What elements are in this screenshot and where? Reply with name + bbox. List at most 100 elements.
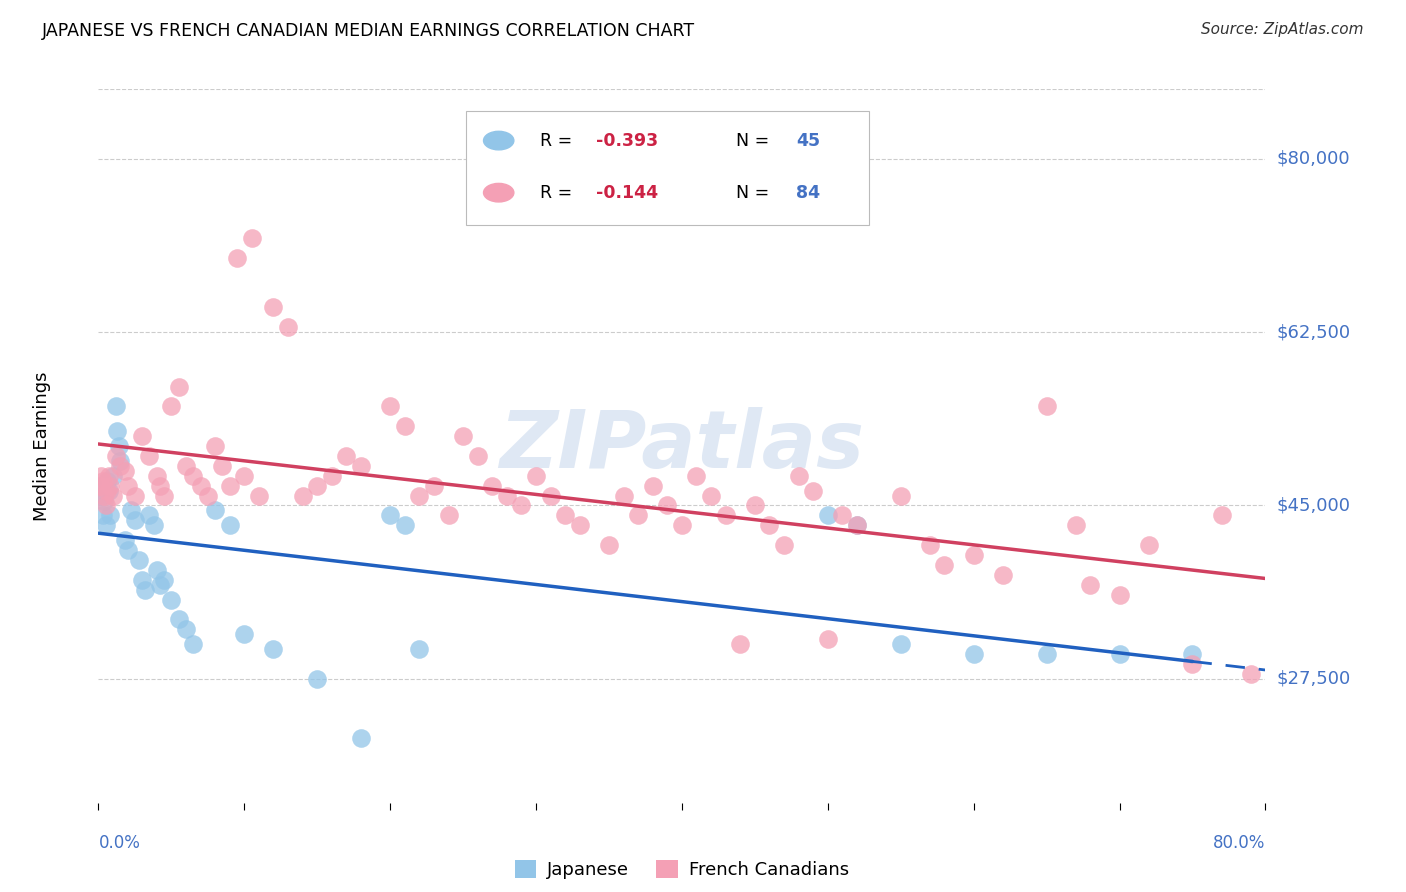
- Point: [787, 468, 810, 483]
- Point: [1181, 647, 1204, 661]
- Point: [685, 468, 707, 483]
- Point: [962, 647, 984, 661]
- Point: [1240, 667, 1263, 681]
- Text: R =: R =: [540, 132, 578, 150]
- Point: [167, 379, 190, 393]
- Point: [1064, 518, 1087, 533]
- Circle shape: [484, 131, 513, 150]
- Point: [934, 558, 956, 572]
- Point: [101, 468, 124, 483]
- Point: [408, 642, 430, 657]
- Point: [451, 429, 474, 443]
- Point: [240, 231, 263, 245]
- Text: JAPANESE VS FRENCH CANADIAN MEDIAN EARNINGS CORRELATION CHART: JAPANESE VS FRENCH CANADIAN MEDIAN EARNI…: [42, 22, 696, 40]
- Point: [124, 489, 146, 503]
- Point: [831, 508, 853, 523]
- Point: [146, 468, 169, 483]
- Point: [1108, 647, 1130, 661]
- Point: [110, 458, 132, 473]
- Point: [335, 449, 357, 463]
- Point: [437, 508, 460, 523]
- Point: [89, 478, 111, 492]
- Point: [218, 518, 240, 533]
- Point: [1035, 647, 1057, 661]
- Point: [744, 499, 766, 513]
- Point: [307, 478, 329, 492]
- Point: [657, 499, 679, 513]
- Point: [124, 513, 146, 527]
- Text: R =: R =: [540, 184, 578, 202]
- Point: [758, 518, 780, 533]
- Point: [817, 632, 839, 647]
- Point: [128, 553, 150, 567]
- Point: [181, 468, 204, 483]
- Point: [160, 400, 183, 414]
- Point: [598, 538, 620, 552]
- Point: [671, 518, 693, 533]
- Point: [1137, 538, 1160, 552]
- Point: [94, 518, 117, 533]
- Point: [1080, 578, 1102, 592]
- Text: $62,500: $62,500: [1277, 323, 1351, 341]
- Point: [153, 489, 176, 503]
- Point: [226, 251, 249, 265]
- Point: [262, 300, 284, 314]
- Text: 84: 84: [796, 184, 820, 202]
- Point: [190, 478, 212, 492]
- Point: [641, 478, 664, 492]
- Point: [97, 483, 120, 498]
- Point: [350, 458, 373, 473]
- Point: [890, 489, 912, 503]
- Point: [167, 612, 190, 626]
- Point: [568, 518, 591, 533]
- Point: [108, 439, 131, 453]
- Point: [540, 489, 562, 503]
- Point: [160, 592, 183, 607]
- Point: [495, 489, 517, 503]
- Text: $27,500: $27,500: [1277, 670, 1351, 688]
- Point: [117, 478, 139, 492]
- Point: [131, 573, 153, 587]
- Point: [962, 548, 984, 562]
- Point: [131, 429, 153, 443]
- Point: [1035, 400, 1057, 414]
- Point: [612, 489, 634, 503]
- Point: [233, 627, 256, 641]
- Point: [1108, 588, 1130, 602]
- Text: -0.393: -0.393: [596, 132, 658, 150]
- Point: [93, 489, 115, 503]
- Point: [138, 508, 160, 523]
- Point: [700, 489, 723, 503]
- Point: [117, 543, 139, 558]
- Text: N =: N =: [735, 184, 775, 202]
- Point: [105, 424, 128, 438]
- Text: Source: ZipAtlas.com: Source: ZipAtlas.com: [1201, 22, 1364, 37]
- Point: [211, 458, 233, 473]
- Point: [91, 474, 114, 488]
- Point: [918, 538, 941, 552]
- Text: 45: 45: [796, 132, 820, 150]
- Point: [197, 489, 219, 503]
- Point: [90, 468, 112, 483]
- Point: [114, 464, 136, 478]
- Point: [321, 468, 343, 483]
- Point: [104, 400, 127, 414]
- Point: [96, 474, 118, 488]
- Point: [291, 489, 314, 503]
- Point: [98, 508, 121, 523]
- Point: [96, 483, 118, 498]
- Point: [817, 508, 839, 523]
- Point: [138, 449, 160, 463]
- Point: [149, 478, 172, 492]
- Point: [93, 493, 115, 508]
- Point: [408, 489, 430, 503]
- Point: [262, 642, 284, 657]
- Point: [89, 478, 111, 492]
- Point: [101, 489, 124, 503]
- Point: [1181, 657, 1204, 671]
- Point: [120, 503, 142, 517]
- Text: ZIPatlas: ZIPatlas: [499, 407, 865, 485]
- Text: $45,000: $45,000: [1277, 497, 1351, 515]
- Point: [174, 458, 197, 473]
- FancyBboxPatch shape: [465, 111, 869, 225]
